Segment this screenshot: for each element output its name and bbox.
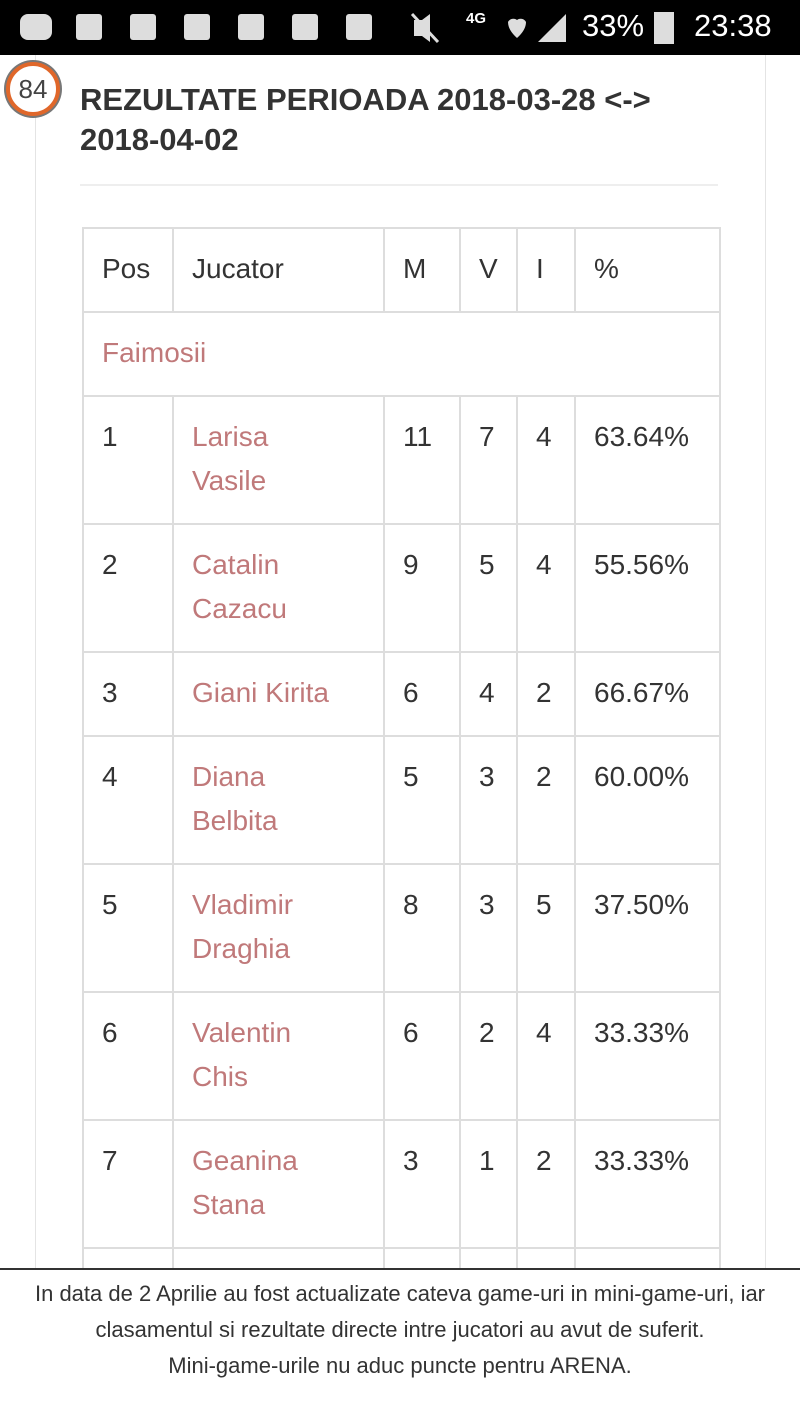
table-cell: 11 xyxy=(383,395,461,525)
notification-badge[interactable]: 84 xyxy=(6,62,60,116)
table-cell: 8 xyxy=(383,863,461,993)
player-row: 6 Valentin Chis 6 2 4 33.33% xyxy=(82,991,721,1121)
table-cell: 1 xyxy=(459,1119,518,1249)
player-row: 1 Larisa Vasile 11 7 4 63.64% xyxy=(82,395,721,525)
player-row: 3 Giani Kirita 6 4 2 66.67% xyxy=(82,651,721,737)
results-table: Pos Jucator M V I% Faimosii 1 Larisa Vasile 11 7 4… xyxy=(82,227,721,1333)
table-cell: 63.64% xyxy=(574,395,721,525)
player-row: 2 Catalin Cazacu 9 5 4 55.56% xyxy=(82,523,721,653)
table-cell: 33.33% xyxy=(574,991,721,1121)
notice-banner: In data de 2 Aprilie au fost actualizate… xyxy=(0,1268,800,1423)
battery-percent: 33% xyxy=(582,8,645,43)
table-cell: 55.56% xyxy=(574,523,721,653)
page-title: REZULTATE PERIOADA 2018-03-28 <-> 2018-0… xyxy=(80,82,651,157)
table-cell: 7 xyxy=(459,395,518,525)
table-cell: 4 xyxy=(82,735,174,865)
page-frame xyxy=(35,55,766,1423)
notice-text: Mini-game-urile nu aduc puncte pentru AR… xyxy=(168,1353,632,1378)
divider xyxy=(80,184,718,186)
header-cell: Jucator xyxy=(172,227,385,313)
table-cell: 2 xyxy=(459,991,518,1121)
group-row: Faimosii xyxy=(82,311,721,397)
table-cell: 3 xyxy=(82,651,174,737)
player-link[interactable]: Geanina Stana xyxy=(172,1119,385,1249)
table-cell: 2 xyxy=(82,523,174,653)
notification-icon xyxy=(20,14,52,40)
table-cell: 5 xyxy=(383,735,461,865)
table-cell: 4 xyxy=(516,991,576,1121)
app-icon xyxy=(292,14,318,40)
player-link[interactable]: Catalin Cazacu xyxy=(172,523,385,653)
table-cell: 6 xyxy=(383,651,461,737)
table-cell: 6 xyxy=(383,991,461,1121)
table-cell: 4 xyxy=(459,651,518,737)
table-cell: 4 xyxy=(516,395,576,525)
player-link[interactable]: Vladimir Draghia xyxy=(172,863,385,993)
table-cell: 5 xyxy=(459,523,518,653)
player-link[interactable]: Giani Kirita xyxy=(172,651,385,737)
table-cell: 2 xyxy=(516,735,576,865)
app-icon xyxy=(184,14,210,40)
table-cell: 5 xyxy=(516,863,576,993)
player-link[interactable]: Valentin Chis xyxy=(172,991,385,1121)
header-cell: Pos xyxy=(82,227,174,313)
clock: 23:38 xyxy=(694,8,772,43)
notice-text: In data de 2 Aprilie au fost actualizate… xyxy=(34,1281,766,1342)
player-row: 7 Geanina Stana 3 1 2 33.33% xyxy=(82,1119,721,1249)
table-cell: 2 xyxy=(516,651,576,737)
header-cell: % xyxy=(574,227,721,313)
header-cell: M xyxy=(383,227,461,313)
app-icon xyxy=(238,14,264,40)
player-link[interactable]: Diana Belbita xyxy=(172,735,385,865)
table-cell: 4 xyxy=(516,523,576,653)
player-row: 4 Diana Belbita 5 3 2 60.00% xyxy=(82,735,721,865)
table-cell: 3 xyxy=(383,1119,461,1249)
table-cell: 5 xyxy=(82,863,174,993)
app-icon xyxy=(346,14,372,40)
table-cell: 60.00% xyxy=(574,735,721,865)
table-cell: 3 xyxy=(459,863,518,993)
battery-icon xyxy=(654,12,674,44)
header-cell: V xyxy=(459,227,518,313)
app-icon xyxy=(76,14,102,40)
table-cell: 37.50% xyxy=(574,863,721,993)
player-row: 5 Vladimir Draghia 8 3 5 37.50% xyxy=(82,863,721,993)
table-cell: 7 xyxy=(82,1119,174,1249)
table-cell: 33.33% xyxy=(574,1119,721,1249)
table-cell: 2 xyxy=(516,1119,576,1249)
status-icons xyxy=(410,12,566,44)
table-cell: 9 xyxy=(383,523,461,653)
header-cell: I xyxy=(516,227,576,313)
table-cell: 66.67% xyxy=(574,651,721,737)
table-cell: 3 xyxy=(459,735,518,865)
table-cell: 6 xyxy=(82,991,174,1121)
table-cell: 1 xyxy=(82,395,174,525)
group-cell: Faimosii xyxy=(82,311,721,397)
player-link[interactable]: Larisa Vasile xyxy=(172,395,385,525)
header-row: Pos Jucator M V I% xyxy=(82,227,721,313)
app-icon xyxy=(130,14,156,40)
status-bar: 4G 33% 23:38 xyxy=(0,0,800,55)
network-type: 4G xyxy=(466,10,487,27)
